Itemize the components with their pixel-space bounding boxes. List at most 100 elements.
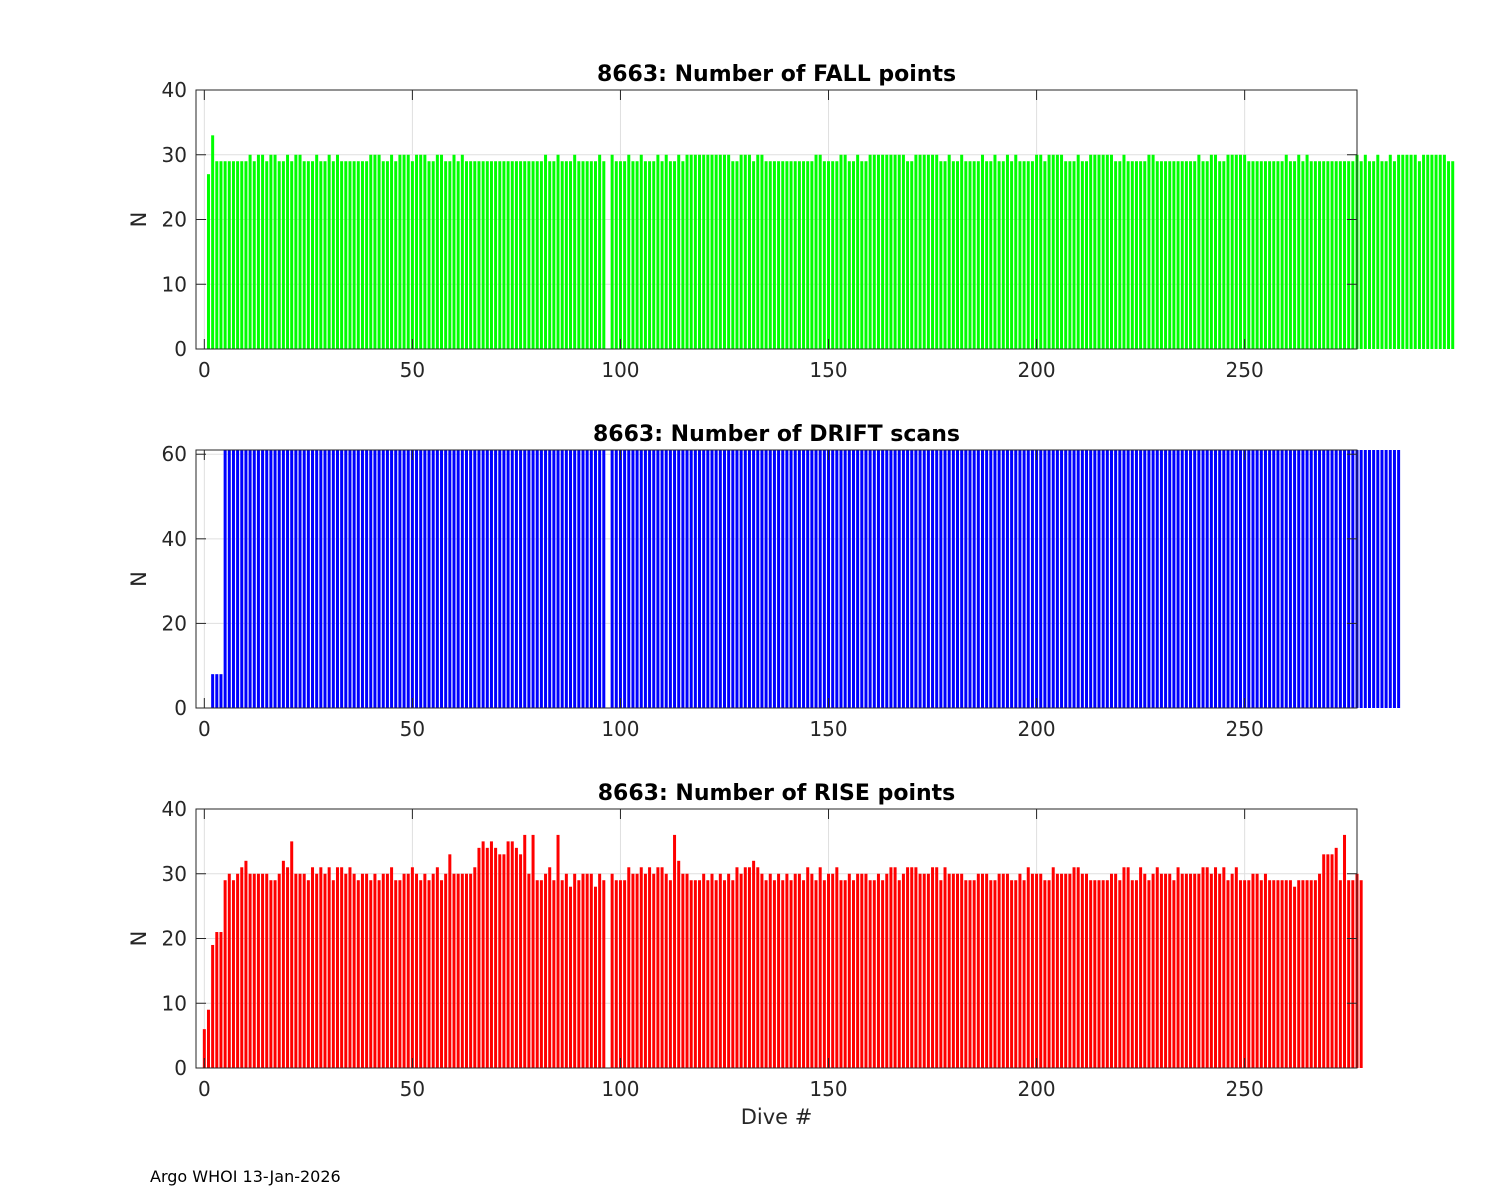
bar-dive-234 xyxy=(1176,450,1180,708)
bar-dive-282 xyxy=(1376,450,1380,708)
bar-dive-160 xyxy=(868,450,872,708)
bar-dive-176 xyxy=(935,154,939,349)
bar-dive-279 xyxy=(1363,450,1367,708)
bar-dive-210 xyxy=(1076,867,1080,1068)
y-axis-label: N xyxy=(127,931,151,947)
bar-dive-153 xyxy=(839,154,843,349)
chart-title: 8663: Number of DRIFT scans xyxy=(593,422,960,447)
bar-dive-146 xyxy=(810,161,814,349)
bar-dive-61 xyxy=(456,161,460,349)
bar-dive-56 xyxy=(435,867,439,1068)
bar-dive-10 xyxy=(244,450,248,708)
bar-dive-265 xyxy=(1305,880,1309,1068)
bar-dive-69 xyxy=(489,841,493,1068)
bar-dive-35 xyxy=(348,450,352,708)
bar-dive-232 xyxy=(1168,161,1172,349)
bar-dive-160 xyxy=(868,154,872,349)
bar-dive-15 xyxy=(265,450,269,708)
bar-dive-165 xyxy=(889,450,893,708)
bar-dive-68 xyxy=(485,161,489,349)
bar-dive-283 xyxy=(1380,450,1384,708)
bar-dive-37 xyxy=(356,880,360,1068)
bar-dive-115 xyxy=(681,161,685,349)
bar-dive-82 xyxy=(544,450,548,708)
bar-dive-213 xyxy=(1089,154,1093,349)
y-axis-label: N xyxy=(127,212,151,228)
bar-dive-24 xyxy=(302,873,306,1068)
bar-dive-300 xyxy=(1451,161,1455,349)
bar-dive-234 xyxy=(1176,867,1180,1068)
bar-dive-96 xyxy=(602,161,606,349)
bar-dive-251 xyxy=(1247,161,1251,349)
bar-dive-172 xyxy=(918,873,922,1068)
bar-dive-144 xyxy=(802,161,806,349)
bar-dive-224 xyxy=(1134,880,1138,1068)
bar-dive-204 xyxy=(1051,867,1055,1068)
bar-dive-155 xyxy=(847,161,851,349)
bar-dive-37 xyxy=(356,161,360,349)
bar-dive-36 xyxy=(352,161,356,349)
bar-dive-106 xyxy=(643,450,647,708)
bar-dive-167 xyxy=(897,880,901,1068)
bar-dive-168 xyxy=(901,154,905,349)
bar-dive-267 xyxy=(1313,880,1317,1068)
bar-dive-221 xyxy=(1122,154,1126,349)
bar-dive-92 xyxy=(585,161,589,349)
bar-dive-87 xyxy=(564,873,568,1068)
bar-dive-131 xyxy=(747,154,751,349)
bar-dive-246 xyxy=(1226,880,1230,1068)
bar-dive-199 xyxy=(1030,450,1034,708)
bar-dive-140 xyxy=(785,873,789,1068)
bar-dive-166 xyxy=(893,154,897,349)
bar-dive-159 xyxy=(864,873,868,1068)
bar-dive-134 xyxy=(760,450,764,708)
bar-dive-252 xyxy=(1251,450,1255,708)
bar-dive-220 xyxy=(1118,880,1122,1068)
bar-dive-59 xyxy=(448,854,452,1068)
bar-dive-55 xyxy=(431,161,435,349)
x-tick-label: 250 xyxy=(1226,717,1264,741)
bar-dive-249 xyxy=(1238,880,1242,1068)
bar-dive-24 xyxy=(302,161,306,349)
bar-dive-65 xyxy=(473,867,477,1068)
y-tick-label: 0 xyxy=(174,696,187,720)
bar-dive-98 xyxy=(610,873,614,1068)
bar-dive-30 xyxy=(327,450,331,708)
bar-dive-125 xyxy=(722,154,726,349)
x-tick-label: 50 xyxy=(400,358,425,382)
bar-dive-113 xyxy=(673,161,677,349)
bar-dive-230 xyxy=(1159,161,1163,349)
bar-dive-117 xyxy=(689,154,693,349)
bar-dive-138 xyxy=(777,161,781,349)
bar-dive-148 xyxy=(818,450,822,708)
bar-dive-192 xyxy=(1001,450,1005,708)
bar-dive-271 xyxy=(1330,854,1334,1068)
bar-dive-241 xyxy=(1205,867,1209,1068)
bar-dive-118 xyxy=(693,880,697,1068)
bar-dive-215 xyxy=(1097,450,1101,708)
bar-dive-269 xyxy=(1322,854,1326,1068)
bar-dive-261 xyxy=(1288,450,1292,708)
bar-dive-205 xyxy=(1055,873,1059,1068)
bar-dive-170 xyxy=(910,450,914,708)
bar-dive-182 xyxy=(960,873,964,1068)
bar-dive-23 xyxy=(298,154,302,349)
bar-dive-254 xyxy=(1259,880,1263,1068)
bar-dive-17 xyxy=(273,154,277,349)
x-tick-label: 100 xyxy=(601,1077,639,1101)
bar-dive-2 xyxy=(211,135,215,349)
bar-dive-133 xyxy=(756,154,760,349)
bar-dive-6 xyxy=(227,873,231,1068)
bar-dive-129 xyxy=(739,154,743,349)
bar-dive-272 xyxy=(1334,450,1338,708)
bar-dive-266 xyxy=(1309,880,1313,1068)
bar-dive-46 xyxy=(394,161,398,349)
bar-dive-43 xyxy=(381,450,385,708)
bar-dive-0 xyxy=(202,1029,206,1068)
bar-dive-174 xyxy=(926,873,930,1068)
bar-dive-249 xyxy=(1238,450,1242,708)
bar-dive-42 xyxy=(377,154,381,349)
bar-dive-81 xyxy=(539,450,543,708)
bar-dive-190 xyxy=(993,154,997,349)
bar-dive-139 xyxy=(781,450,785,708)
